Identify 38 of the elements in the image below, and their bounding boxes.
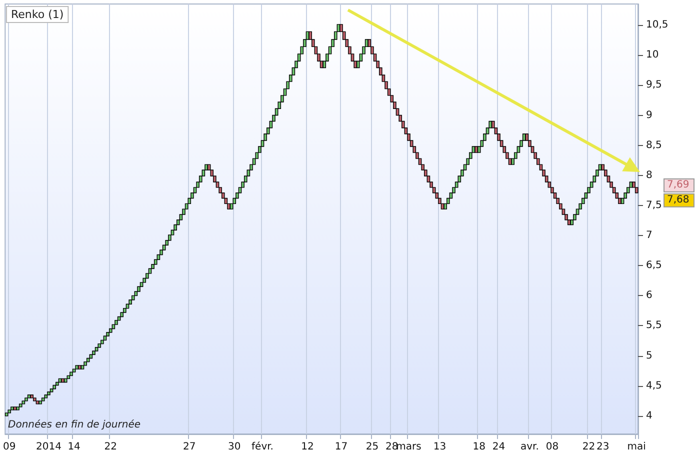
y-tick-label: 4: [646, 410, 652, 422]
x-tick-label: 24: [492, 442, 506, 452]
y-tick-label: 10,5: [646, 20, 668, 31]
chart-title: Renko (1): [11, 8, 64, 21]
x-tick-label: mai: [627, 442, 646, 452]
x-tick-label: 28: [386, 442, 398, 452]
x-tick-label: 12: [301, 442, 314, 452]
x-tick-label: 25: [366, 442, 379, 452]
x-tick-label: 17: [334, 442, 348, 452]
x-tick-label: avr.: [520, 442, 539, 452]
y-tick-label: 5,5: [646, 320, 662, 332]
x-tick-label: 14: [68, 442, 80, 452]
y-tick-label: 7: [646, 230, 652, 242]
x-tick-label: 13: [433, 442, 446, 452]
y-tick-label: 10: [646, 50, 659, 61]
y-tick-label: 5: [646, 350, 652, 362]
x-tick-label: 18: [472, 442, 486, 452]
x-tick-label: 23: [596, 442, 610, 452]
annotation: Données en fin de journée: [8, 420, 140, 430]
text: 7,69: [667, 179, 690, 190]
y-tick-label: 9,5: [646, 80, 662, 91]
y-tick-label: 4,5: [646, 380, 662, 392]
y-tick-label: 6,5: [646, 260, 662, 272]
x-tick-label: 22: [582, 442, 596, 452]
y-tick-label: 6: [646, 290, 652, 302]
x-tick-label: 22: [104, 442, 117, 452]
x-tick-label: févr.: [252, 442, 274, 452]
x-tick-label: mars: [396, 442, 422, 452]
x-tick-label: 30: [228, 442, 241, 452]
y-tick-label: 9: [646, 110, 652, 121]
y-tick-label: 7,5: [646, 200, 662, 211]
x-tick-label: 09: [2, 442, 16, 452]
text: 7,68: [667, 194, 690, 206]
x-tick-label: 2014: [36, 442, 62, 452]
y-tick-label: 8: [646, 170, 652, 181]
x-tick-label: 27: [183, 442, 196, 452]
x-tick-label: 08: [546, 442, 559, 452]
y-tick-label: 8,5: [646, 140, 662, 151]
